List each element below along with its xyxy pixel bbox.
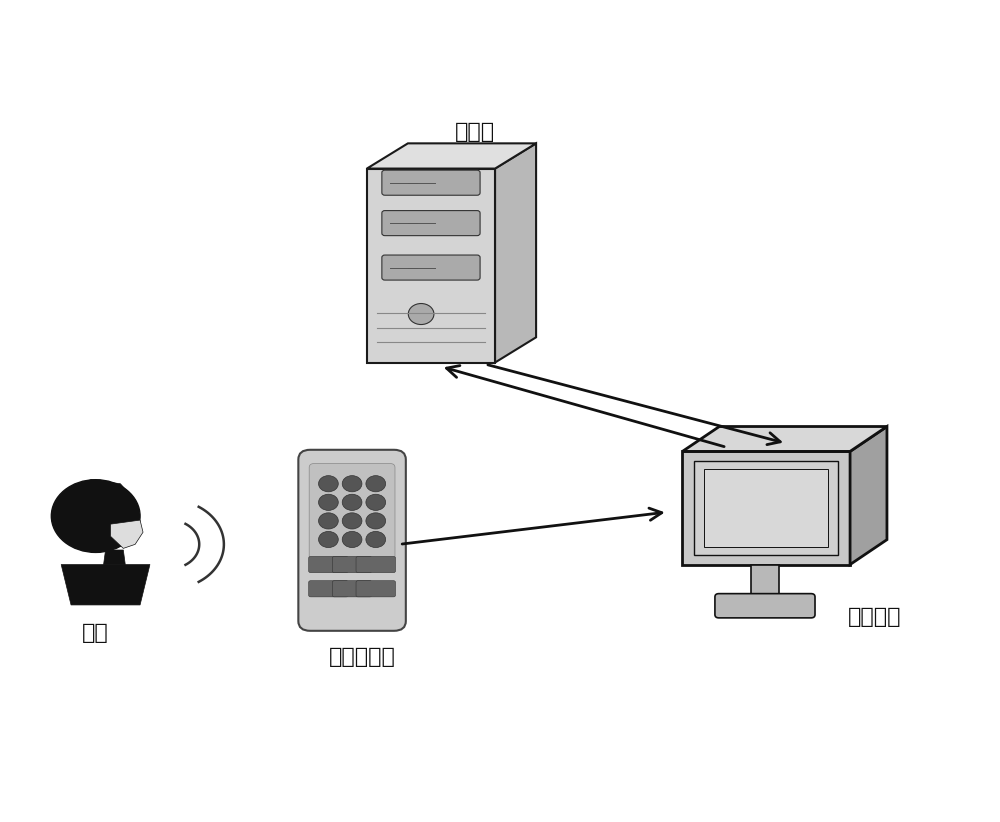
Circle shape xyxy=(51,480,140,552)
FancyBboxPatch shape xyxy=(332,556,372,573)
Circle shape xyxy=(366,513,386,529)
Circle shape xyxy=(366,531,386,547)
FancyBboxPatch shape xyxy=(715,593,815,618)
Text: 语音遥控器: 语音遥控器 xyxy=(329,648,395,667)
FancyBboxPatch shape xyxy=(382,255,480,280)
Polygon shape xyxy=(682,451,850,565)
Circle shape xyxy=(342,476,362,492)
Text: 服务器: 服务器 xyxy=(455,122,495,142)
FancyBboxPatch shape xyxy=(309,556,348,573)
Polygon shape xyxy=(694,461,838,555)
FancyBboxPatch shape xyxy=(309,464,395,561)
Text: 智能电视: 智能电视 xyxy=(848,607,901,627)
Polygon shape xyxy=(71,480,135,516)
Polygon shape xyxy=(110,520,143,548)
Circle shape xyxy=(342,513,362,529)
FancyBboxPatch shape xyxy=(332,580,372,597)
Polygon shape xyxy=(367,143,536,169)
Bar xyxy=(751,565,779,597)
FancyBboxPatch shape xyxy=(382,210,480,236)
FancyBboxPatch shape xyxy=(309,580,348,597)
Circle shape xyxy=(408,303,434,325)
Circle shape xyxy=(319,513,338,529)
Circle shape xyxy=(342,531,362,547)
Polygon shape xyxy=(61,565,150,605)
Polygon shape xyxy=(850,427,887,565)
Circle shape xyxy=(366,476,386,492)
FancyBboxPatch shape xyxy=(356,556,395,573)
Polygon shape xyxy=(104,550,125,565)
Circle shape xyxy=(319,531,338,547)
Circle shape xyxy=(342,494,362,510)
Circle shape xyxy=(319,476,338,492)
Polygon shape xyxy=(704,469,828,547)
FancyBboxPatch shape xyxy=(356,580,395,597)
FancyBboxPatch shape xyxy=(298,450,406,630)
Polygon shape xyxy=(495,143,536,363)
Text: 用户: 用户 xyxy=(82,623,109,644)
Circle shape xyxy=(366,494,386,510)
FancyBboxPatch shape xyxy=(382,170,480,196)
Polygon shape xyxy=(367,169,495,363)
Circle shape xyxy=(319,494,338,510)
Polygon shape xyxy=(682,427,887,451)
